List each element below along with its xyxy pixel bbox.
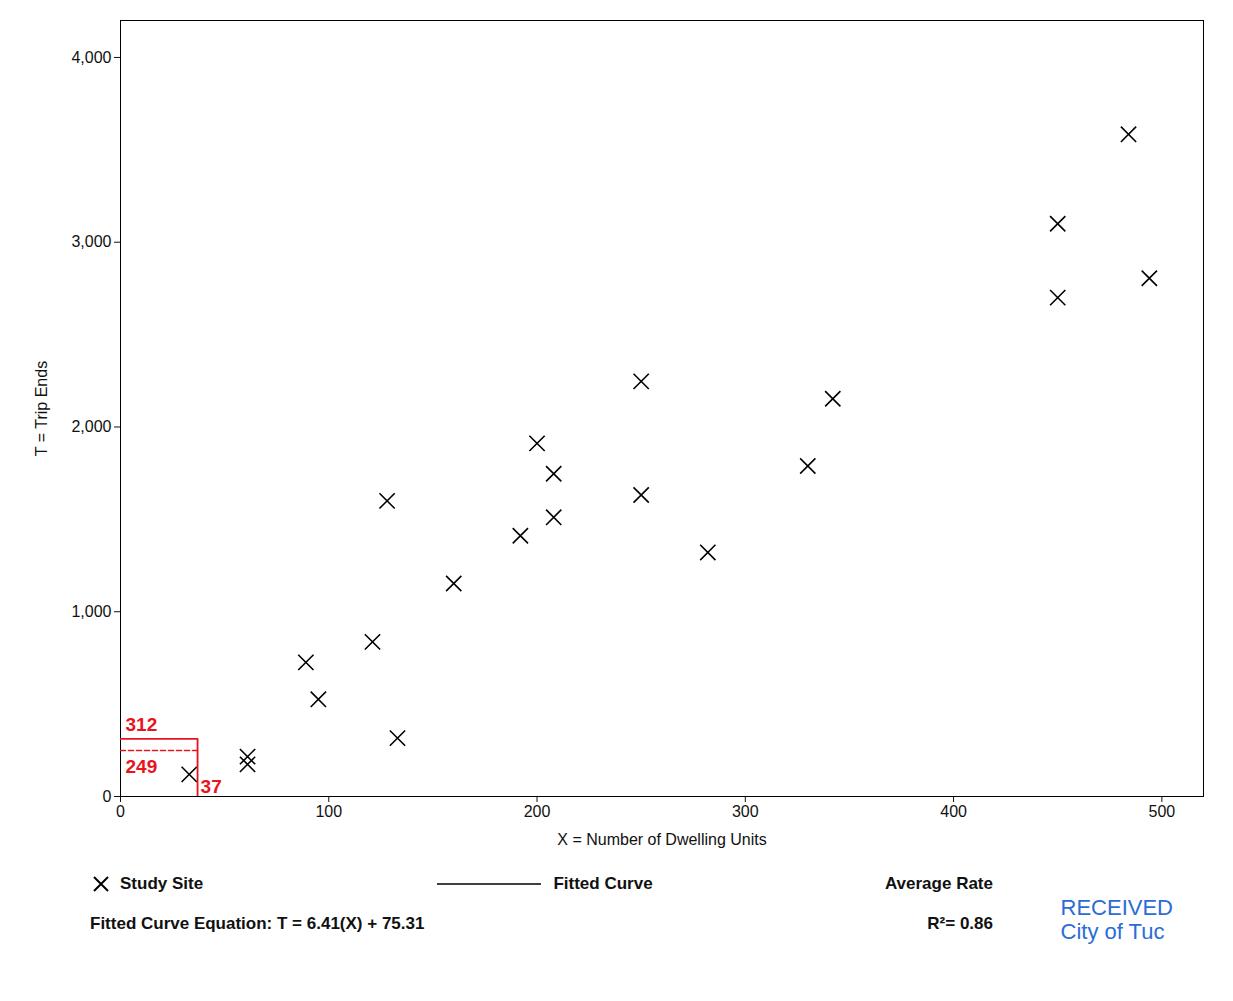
html-text:City of Tuc: City of Tuc <box>1060 919 1165 944</box>
html-text:Study Site: Study Site <box>120 874 204 893</box>
svg-text:37: 37 <box>201 776 222 797</box>
svg-text:0: 0 <box>116 803 125 820</box>
html-text:R²= 0.86: R²= 0.86 <box>927 914 993 933</box>
html-text:RECEIVED: RECEIVED <box>1060 895 1173 920</box>
svg-text:400: 400 <box>940 803 967 820</box>
svg-text:X = Number of Dwelling Units: X = Number of Dwelling Units <box>557 831 766 848</box>
svg-text:200: 200 <box>524 803 551 820</box>
svg-text:300: 300 <box>732 803 759 820</box>
svg-text:100: 100 <box>315 803 342 820</box>
svg-text:500: 500 <box>1148 803 1175 820</box>
svg-text:3,000: 3,000 <box>71 233 111 250</box>
html-text:Fitted Curve Equation: T = 6.4: Fitted Curve Equation: T = 6.41(X) + 75.… <box>90 914 425 933</box>
svg-text:312: 312 <box>126 714 158 735</box>
html-text:Average Rate: Average Rate <box>884 874 993 893</box>
svg-text:0: 0 <box>103 788 112 805</box>
svg-text:T = Trip Ends: T = Trip Ends <box>33 361 50 456</box>
svg-text:1,000: 1,000 <box>71 603 111 620</box>
html-text:Fitted Curve: Fitted Curve <box>553 874 653 893</box>
svg-text:4,000: 4,000 <box>71 49 111 66</box>
svg-text:2,000: 2,000 <box>71 418 111 435</box>
svg-text:249: 249 <box>126 756 158 777</box>
